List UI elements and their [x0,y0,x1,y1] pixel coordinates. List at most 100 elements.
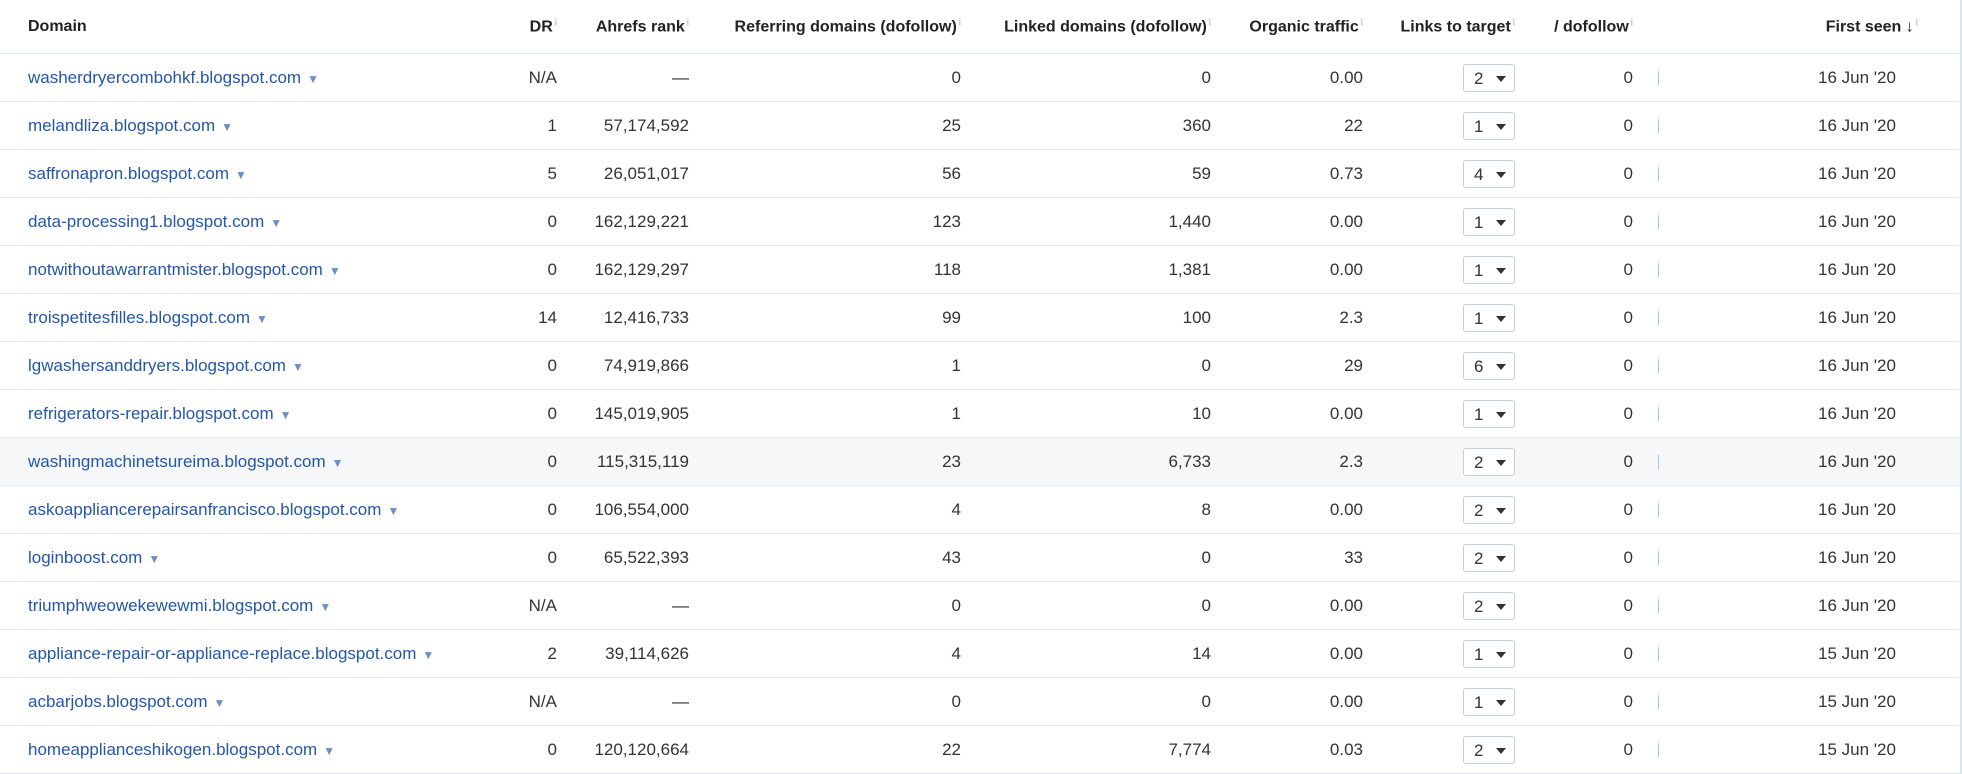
dropdown-triangle[interactable]: ▼ [291,359,304,374]
domain-link[interactable]: appliance-repair-or-appliance-replace.bl… [28,643,417,663]
domain-link[interactable]: askoappliancerepairsanfrancisco.blogspot… [28,499,382,519]
cell-value: 23 [942,451,961,471]
dropdown-triangle[interactable]: ▼ [234,167,247,182]
links-select[interactable]: 1 [1463,687,1515,716]
sort-arrow: ↓ [1901,18,1914,36]
dropdown-triangle[interactable]: ▼ [387,503,400,518]
cell-value: 39,114,626 [605,643,689,663]
domain-cell[interactable]: troispetitesfilles.blogspot.com ▼ [28,308,268,328]
domain-link[interactable]: troispetitesfilles.blogspot.com [28,307,251,327]
cell-value: 0 [1623,595,1633,615]
column-header[interactable]: Domain [28,18,87,36]
domain-link[interactable]: data-processing1.blogspot.com [28,211,265,231]
domain-cell[interactable]: notwithoutawarrantmister.blogspot.com ▼ [28,260,341,280]
select-caret [1496,459,1506,466]
dropdown-triangle[interactable]: ▼ [213,695,226,710]
cell-value: 1,440 [1168,211,1211,231]
domain-cell[interactable]: data-processing1.blogspot.com ▼ [28,212,282,232]
domain-link[interactable]: acbarjobs.blogspot.com [28,691,208,711]
links-select[interactable]: 4 [1463,159,1515,188]
domain-cell[interactable]: washerdryercombohkf.blogspot.com ▼ [28,68,319,88]
info-icon: i [554,16,557,28]
dropdown-triangle[interactable]: ▼ [148,551,161,566]
column-header[interactable]: Referring domains (dofollow) i [735,17,961,36]
info-icon: i [686,16,689,28]
cell-value: 1,381 [1168,259,1211,279]
table-row: triumphweowekewewmi.blogspot.com ▼ N/A — 0 0 0… [0,582,1960,630]
dropdown-triangle[interactable]: ▼ [270,215,283,230]
links-select[interactable]: 1 [1463,255,1515,284]
dropdown-triangle[interactable]: ▼ [279,407,292,422]
cell-value: 15 Jun '20 [1818,739,1896,759]
column-header[interactable]: DR i [530,17,557,36]
header-text: Linked domains (dofollow) [1004,18,1207,36]
domain-link[interactable]: loginboost.com [28,547,143,567]
domain-cell[interactable]: loginboost.com ▼ [28,548,160,568]
domain-cell[interactable]: washingmachinetsureima.blogspot.com ▼ [28,452,344,472]
links-select[interactable]: 2 [1463,447,1515,476]
column-header[interactable]: Organic traffic i [1249,17,1363,36]
domain-link[interactable]: triumphweowekewewmi.blogspot.com [28,595,314,615]
domain-link[interactable]: refrigerators-repair.blogspot.com [28,403,274,423]
domain-link[interactable]: washingmachinetsureima.blogspot.com [28,451,326,471]
select-value: 1 [1474,212,1484,232]
dropdown-triangle[interactable]: ▼ [422,647,435,662]
divider-bar [1658,118,1659,133]
domain-link[interactable]: saffronapron.blogspot.com [28,163,229,183]
table-row: acbarjobs.blogspot.com ▼ N/A — 0 0 0.00 1 0 15 Ju… [0,678,1960,726]
divider-bar [1658,502,1659,517]
dropdown-triangle[interactable]: ▼ [221,119,233,134]
links-select[interactable]: 1 [1463,303,1515,332]
cell-value: 0 [1623,739,1633,759]
column-header[interactable]: / dofollow i [1554,17,1633,36]
domain-cell[interactable]: saffronapron.blogspot.com ▼ [28,164,247,184]
cell-value: 0 [1623,307,1633,327]
cell-value: 0.73 [1329,163,1363,183]
column-header[interactable]: Ahrefs rank i [596,17,689,36]
divider-bar [1658,358,1659,373]
select-caret [1496,171,1506,178]
domain-cell[interactable]: homeapplianceshikogen.blogspot.com ▼ [28,740,335,760]
cell-value: 0 [547,403,557,423]
cell-value: 0 [547,259,557,279]
column-header[interactable]: Linked domains (dofollow) i [1004,17,1211,36]
links-select[interactable]: 1 [1463,111,1515,140]
dropdown-triangle[interactable]: ▼ [331,455,344,470]
domain-link[interactable]: notwithoutawarrantmister.blogspot.com [28,259,323,279]
table-row: loginboost.com ▼ 0 65,522,393 43 0 33 2 0 16 Jun … [0,534,1960,582]
domain-link[interactable]: homeapplianceshikogen.blogspot.com [28,739,318,759]
domain-cell[interactable]: melandliza.blogspot.com ▼ [28,116,233,136]
links-select[interactable]: 1 [1463,639,1515,668]
dropdown-triangle[interactable]: ▼ [307,71,319,86]
header-text: Ahrefs rank [595,18,685,36]
domain-link[interactable]: melandliza.blogspot.com [28,115,216,135]
cell-value: 145,019,905 [594,403,689,423]
domain-cell[interactable]: acbarjobs.blogspot.com ▼ [28,692,225,712]
dropdown-triangle[interactable]: ▼ [319,599,332,614]
links-select[interactable]: 1 [1463,399,1515,428]
column-header[interactable]: First seen ↓ i [1826,17,1918,36]
cell-value: 0 [1201,355,1211,375]
domain-cell[interactable]: refrigerators-repair.blogspot.com ▼ [28,404,292,424]
column-header[interactable]: Links to target i [1401,17,1515,36]
links-select[interactable]: 1 [1463,207,1515,236]
links-select[interactable]: 2 [1463,591,1515,620]
links-select[interactable]: 6 [1463,351,1515,380]
divider-bar [1658,262,1659,277]
domain-cell[interactable]: appliance-repair-or-appliance-replace.bl… [28,644,434,664]
links-select[interactable]: 2 [1463,495,1515,524]
domain-link[interactable]: washerdryercombohkf.blogspot.com [28,67,302,87]
domain-link[interactable]: lgwashersanddryers.blogspot.com [28,355,286,375]
domain-cell[interactable]: askoappliancerepairsanfrancisco.blogspot… [28,500,399,520]
links-select[interactable]: 2 [1463,735,1515,764]
dropdown-triangle[interactable]: ▼ [256,311,268,326]
dropdown-triangle[interactable]: ▼ [323,743,336,758]
table-row: refrigerators-repair.blogspot.com ▼ 0 145,0… [0,390,1960,438]
links-select[interactable]: 2 [1463,543,1515,572]
select-value: 2 [1474,500,1484,520]
domain-cell[interactable]: lgwashersanddryers.blogspot.com ▼ [28,356,304,376]
cell-value: 43 [942,547,961,567]
dropdown-triangle[interactable]: ▼ [328,263,341,278]
links-select[interactable]: 2 [1463,63,1515,92]
domain-cell[interactable]: triumphweowekewewmi.blogspot.com ▼ [28,596,331,616]
